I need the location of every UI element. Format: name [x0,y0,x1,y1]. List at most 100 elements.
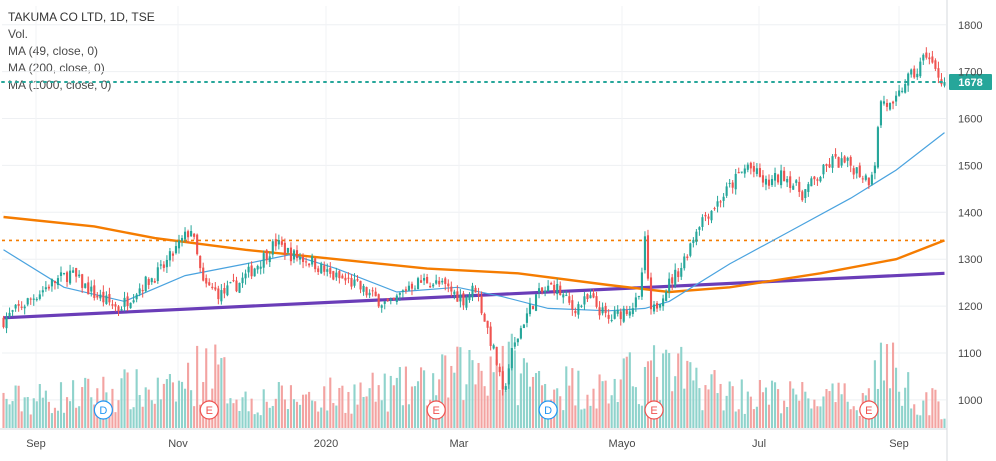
volume-bar [81,387,84,428]
candle-body [135,294,138,300]
candle-body [407,285,411,291]
candle-body [655,303,659,309]
volume-bar [72,380,75,428]
volume-bar [320,407,323,428]
candle-body [423,277,426,281]
candle-body [831,156,834,168]
candle-body [904,83,907,93]
volume-bar [922,400,925,428]
volume-bar [153,403,156,428]
event-marker[interactable]: E [859,400,879,420]
volume-bar [516,405,519,428]
volume-bar [652,345,656,428]
candle-body [199,255,202,269]
y-tick-label: 1600 [958,114,982,126]
y-tick-label: 1000 [958,395,982,407]
candle-body [777,174,780,183]
volume-bar [677,353,680,428]
candles [2,47,946,396]
volume-bar [314,401,317,428]
volume-bar [622,358,625,428]
volume-bar [38,384,41,428]
candle-body [501,371,504,390]
volume-bar [171,382,175,428]
volume-bar [156,377,159,428]
volume-bar [891,342,895,428]
candle-body [429,285,432,288]
candle-body [864,175,867,180]
volume-bar [604,380,607,428]
event-marker[interactable]: E [199,400,219,420]
event-marker-label: E [865,405,872,417]
candle-body [898,90,901,96]
volume-bar [298,404,302,428]
candle-body [450,286,453,292]
volume-bar [601,381,604,428]
volume-bar [789,381,792,428]
volume-bar [398,367,401,428]
candle-body [298,257,302,260]
candle-body [613,311,616,319]
candle-body [919,61,922,77]
volume-bar [910,408,913,428]
candle-body [879,101,883,126]
volume-bar [65,397,69,428]
candle-body [861,178,864,180]
candle-body [50,279,53,287]
volume-bar [837,382,840,428]
volume-bar [5,398,8,428]
volume-bar [534,373,538,428]
candle-body [907,73,910,86]
volume-bar [898,391,901,428]
volume-bar [193,406,196,428]
volume-bar [583,408,586,428]
candle-body [713,208,716,210]
candle-body [401,290,404,292]
volume-bar [389,375,392,428]
candle-body [292,250,296,260]
volume-bar [773,382,777,428]
candle-body [262,253,265,268]
volume-bar [495,359,498,428]
candle-body [495,346,498,365]
candle-body [504,386,507,390]
candle-body [96,295,99,298]
volume-bar [311,400,314,428]
volume-bar [637,404,640,428]
volume-bar [643,366,647,428]
candle-body [477,294,480,296]
candle-body [120,309,123,311]
event-marker[interactable]: D [538,400,558,420]
candle-body [662,298,665,307]
candle-body [825,164,828,166]
event-marker[interactable]: E [644,400,664,420]
volume-bar [365,396,368,428]
volume-bar [41,397,44,428]
candle-body [628,311,631,316]
candle-body [580,305,583,307]
event-marker[interactable]: E [426,400,446,420]
candle-body [547,285,550,292]
volume-bar [8,404,11,428]
candle-body [589,295,592,299]
volume-bar [353,384,356,428]
candle-body [371,290,374,292]
candle-body [419,280,423,283]
candle-body [53,281,57,283]
candle-body [35,299,38,301]
volume-bar [199,404,202,428]
volume-bar [413,386,417,428]
candle-body [308,263,311,266]
candle-body [250,265,253,277]
volume-bar [392,385,395,428]
volume-bar [444,355,447,428]
volume-bar [447,397,450,428]
candle-body [268,256,271,263]
candle-body [150,278,153,283]
candle-body [410,283,414,289]
event-marker[interactable]: D [93,400,113,420]
volume-bar [740,379,743,428]
volume-bar [305,394,308,428]
